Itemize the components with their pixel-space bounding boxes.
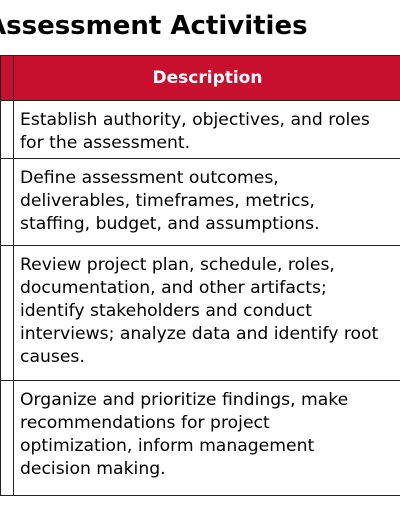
description-cell: Establish authority, objectives, and rol… (13, 100, 400, 159)
description-text: Define assessment outcomes, deliverables… (20, 168, 320, 234)
activities-table-container: Description Establish authority, objecti… (0, 55, 400, 496)
description-text: Organize and prioritize findings, make r… (20, 390, 349, 479)
description-cell: Define assessment outcomes, deliverables… (13, 158, 400, 246)
activities-table: Description Establish authority, objecti… (0, 55, 400, 496)
description-cell: Organize and prioritize findings, make r… (13, 380, 400, 496)
page-title: Assessment Activities (0, 11, 308, 41)
table-row: Review project plan, schedule, roles, do… (0, 245, 400, 381)
description-text: Establish authority, objectives, and rol… (20, 110, 370, 153)
header-activity-cell (0, 55, 14, 101)
header-description-label: Description (152, 68, 263, 88)
activity-cell (0, 245, 14, 381)
activity-cell (0, 100, 14, 159)
header-description-cell: Description (13, 55, 400, 101)
activity-cell (0, 158, 14, 246)
table-header-row: Description (0, 55, 400, 101)
description-cell: Review project plan, schedule, roles, do… (13, 245, 400, 381)
table-row: Establish authority, objectives, and rol… (0, 100, 400, 159)
table-row: Define assessment outcomes, deliverables… (0, 158, 400, 246)
description-text: Review project plan, schedule, roles, do… (20, 255, 379, 367)
table-row: Organize and prioritize findings, make r… (0, 380, 400, 496)
activity-cell (0, 380, 14, 496)
